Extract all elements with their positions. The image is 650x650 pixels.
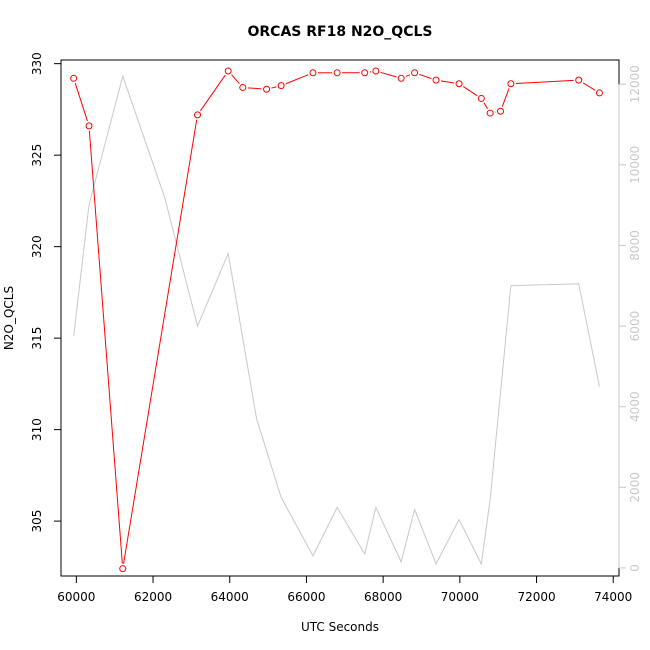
series-segment <box>440 80 455 84</box>
data-point <box>432 76 440 84</box>
x-tick-label: 68000 <box>364 590 402 604</box>
y-tick-label: 305 <box>30 510 44 533</box>
data-point <box>239 83 247 91</box>
y-axis-left: 305 310 315 320 325 330 <box>30 52 62 533</box>
y2-tick-label: 12000 <box>628 65 642 103</box>
x-axis: 60000 62000 64000 66000 68000 70000 72000 74000 <box>57 575 632 604</box>
y-tick-label: 325 <box>30 144 44 167</box>
y2-tick-label: 4000 <box>628 391 642 422</box>
data-point <box>372 67 380 75</box>
data-point <box>575 76 583 84</box>
x-tick-label: 70000 <box>441 590 479 604</box>
data-point <box>477 94 485 102</box>
series-segment <box>199 74 226 112</box>
series-segment <box>419 73 432 79</box>
y-tick-label: 320 <box>30 235 44 258</box>
y-tick-label: 310 <box>30 418 44 441</box>
data-point <box>595 89 603 97</box>
series-line <box>73 74 600 566</box>
series-segment <box>285 74 309 85</box>
x-tick-label: 72000 <box>517 590 555 604</box>
series-right-axis <box>73 74 600 566</box>
series-segment <box>405 74 411 77</box>
chart-title: ORCAS RF18 N2O_QCLS <box>248 24 433 40</box>
y-axis-right: 0 2000 4000 6000 8000 10000 12000 <box>618 65 642 572</box>
data-point <box>119 565 127 573</box>
data-point <box>194 111 202 119</box>
series-segment <box>582 82 596 91</box>
series-segment <box>88 130 123 564</box>
y-tick-label: 330 <box>30 52 44 75</box>
y2-tick-label: 10000 <box>628 146 642 184</box>
y2-tick-label: 0 <box>628 564 642 572</box>
x-tick-label: 62000 <box>134 590 172 604</box>
data-point <box>263 85 271 93</box>
y2-tick-label: 6000 <box>628 311 642 342</box>
x-tick-label: 66000 <box>287 590 325 604</box>
series-segment <box>483 102 488 110</box>
data-point <box>333 69 341 77</box>
data-point <box>277 82 285 90</box>
y2-tick-label: 8000 <box>628 230 642 261</box>
y2-tick-label: 2000 <box>628 472 642 503</box>
series-n2o-qcls <box>70 67 603 573</box>
series-segment <box>74 82 88 122</box>
x-tick-label: 74000 <box>594 590 632 604</box>
data-point <box>70 74 78 82</box>
series-segment <box>462 86 478 97</box>
series-segment <box>380 71 397 78</box>
data-point <box>309 69 317 77</box>
series-segment <box>501 88 510 107</box>
data-point <box>455 80 463 88</box>
data-point <box>224 67 232 75</box>
data-point <box>361 69 369 77</box>
data-point <box>507 80 515 88</box>
x-tick-label: 64000 <box>211 590 249 604</box>
y-axis-label: N2O_QCLS <box>2 286 16 350</box>
data-point <box>397 74 405 82</box>
series-segment <box>247 87 262 90</box>
data-point <box>85 122 93 130</box>
data-point <box>411 69 419 77</box>
series-segment <box>271 86 277 89</box>
y-tick-label: 315 <box>30 327 44 350</box>
series-segment <box>123 119 198 564</box>
x-tick-label: 60000 <box>57 590 95 604</box>
data-point <box>486 109 494 117</box>
data-point <box>496 107 504 115</box>
series-segment <box>231 74 240 85</box>
x-axis-label: UTC Seconds <box>301 620 379 634</box>
series-segment <box>515 79 574 85</box>
